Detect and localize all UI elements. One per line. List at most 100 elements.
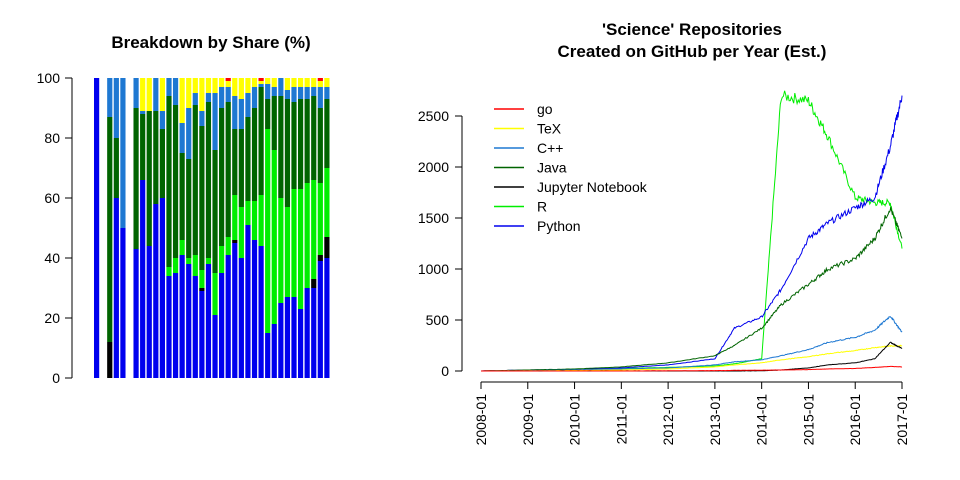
share-bar-segment bbox=[245, 117, 251, 201]
share-bar-segment bbox=[159, 78, 165, 111]
share-bar-segment bbox=[324, 237, 330, 258]
share-bar-segment bbox=[291, 78, 297, 87]
share-bar-segment bbox=[238, 207, 244, 258]
share-bar-segment bbox=[232, 240, 238, 243]
share-bar-segment bbox=[304, 288, 310, 378]
share-bar-segment bbox=[146, 246, 152, 378]
share-bar-segment bbox=[278, 78, 284, 96]
share-bar-segment bbox=[278, 96, 284, 198]
share-bar-segment bbox=[140, 180, 146, 378]
share-bar-segment bbox=[113, 198, 119, 378]
share-bar-segment bbox=[153, 204, 159, 378]
share-y-tick-label: 0 bbox=[52, 370, 60, 386]
repos-x-tick-label: 2012-01 bbox=[660, 394, 676, 446]
share-bar-segment bbox=[199, 78, 205, 111]
share-bar-segment bbox=[238, 258, 244, 378]
repos-x-tick-label: 2017-01 bbox=[894, 394, 910, 446]
repos-x-tick-label: 2009-01 bbox=[520, 394, 536, 446]
share-y-tick-label: 100 bbox=[37, 70, 61, 86]
share-bar-segment bbox=[265, 333, 271, 378]
repos-y-tick-label: 1000 bbox=[418, 261, 449, 277]
share-bar-segment bbox=[311, 78, 317, 87]
share-bar-segment bbox=[232, 243, 238, 378]
share-bar-segment bbox=[225, 78, 231, 81]
share-bar-segment bbox=[186, 108, 192, 159]
share-bar-segment bbox=[166, 267, 172, 276]
repos-x-ticks: 2008-01 2009-01 2010-01 2011-01 2012-01 2013-… bbox=[473, 382, 910, 445]
share-bar-segment bbox=[113, 138, 119, 198]
share-bar-segment bbox=[324, 99, 330, 168]
share-bar-segment bbox=[297, 189, 304, 309]
share-bar-segment bbox=[238, 129, 244, 207]
legend-label: TeX bbox=[537, 121, 562, 137]
share-bar-segment bbox=[245, 225, 251, 378]
share-bar-segment bbox=[284, 90, 291, 99]
share-bar-segment bbox=[297, 87, 304, 99]
share-bar-segment bbox=[311, 87, 317, 96]
repos-x-tick-label: 2011-01 bbox=[613, 394, 629, 445]
repos-x-tick-label: 2014-01 bbox=[754, 394, 770, 446]
share-bar-segment bbox=[324, 258, 330, 378]
legend-label: Java bbox=[537, 160, 567, 176]
share-bar-segment bbox=[225, 81, 231, 87]
share-bar-segment bbox=[199, 288, 205, 291]
share-bar-segment bbox=[199, 270, 205, 288]
share-bar-segment bbox=[258, 78, 264, 81]
repos-y-tick-label: 2500 bbox=[418, 108, 449, 124]
share-bar-segment bbox=[317, 87, 323, 108]
legend-label: Python bbox=[537, 218, 581, 234]
share-bar-segment bbox=[317, 78, 323, 81]
share-bars bbox=[94, 78, 330, 378]
share-bar-segment bbox=[324, 87, 330, 99]
share-bar-segment bbox=[159, 111, 165, 129]
legend: go TeX C++ Java Jupyter Notebook R Python bbox=[494, 101, 648, 234]
share-bar-segment bbox=[271, 78, 277, 87]
share-bar-segment bbox=[271, 150, 277, 324]
repos-y-ticks: 0 500 1000 1500 2000 2500 bbox=[418, 108, 462, 379]
share-bar-segment bbox=[238, 99, 244, 129]
share-bar-segment bbox=[297, 78, 304, 87]
share-bar-segment bbox=[94, 78, 100, 378]
repos-chart-title-line2: Created on GitHub per Year (Est.) bbox=[558, 42, 827, 61]
share-bar-segment bbox=[140, 114, 146, 180]
share-bar-segment bbox=[317, 183, 323, 255]
share-bar-segment bbox=[311, 180, 317, 279]
share-bar-segment bbox=[304, 99, 310, 183]
share-bar-segment bbox=[219, 273, 225, 378]
share-bar-segment bbox=[192, 78, 198, 93]
share-bar-segment bbox=[146, 78, 152, 111]
share-bar-segment bbox=[186, 264, 192, 378]
share-bar-segment bbox=[232, 78, 238, 96]
legend-label: Jupyter Notebook bbox=[537, 179, 648, 195]
share-bar-segment bbox=[172, 105, 179, 258]
share-bar-segment bbox=[107, 342, 113, 378]
share-y-tick-label: 20 bbox=[44, 310, 60, 326]
share-bar-segment bbox=[265, 78, 271, 84]
share-bar-segment bbox=[304, 183, 310, 288]
share-bar-segment bbox=[291, 189, 297, 297]
share-bar-segment bbox=[317, 81, 323, 87]
share-bar-segment bbox=[212, 93, 218, 150]
share-bar-segment bbox=[317, 261, 323, 378]
share-bar-segment bbox=[219, 78, 225, 87]
share-bar-segment bbox=[172, 78, 179, 105]
repos-y-tick-label: 0 bbox=[441, 363, 449, 379]
share-bar-segment bbox=[186, 258, 192, 264]
share-bar-segment bbox=[265, 129, 271, 333]
share-bar-segment bbox=[186, 159, 192, 258]
share-bar-segment bbox=[199, 291, 205, 378]
repos-y-tick-label: 2000 bbox=[418, 159, 449, 175]
share-bar-segment bbox=[311, 279, 317, 288]
share-bar-segment bbox=[199, 126, 205, 270]
legend-label: go bbox=[537, 101, 553, 117]
share-bar-segment bbox=[245, 78, 251, 93]
share-bar-segment bbox=[120, 78, 126, 228]
repos-y-tick-label: 500 bbox=[426, 312, 450, 328]
legend-label: C++ bbox=[537, 140, 563, 156]
share-bar-segment bbox=[284, 297, 291, 378]
share-bar-segment bbox=[192, 255, 198, 276]
share-bar-segment bbox=[219, 87, 225, 108]
repos-x-tick-label: 2008-01 bbox=[473, 394, 489, 446]
share-bar-segment bbox=[133, 78, 139, 108]
share-bar-segment bbox=[258, 84, 264, 87]
